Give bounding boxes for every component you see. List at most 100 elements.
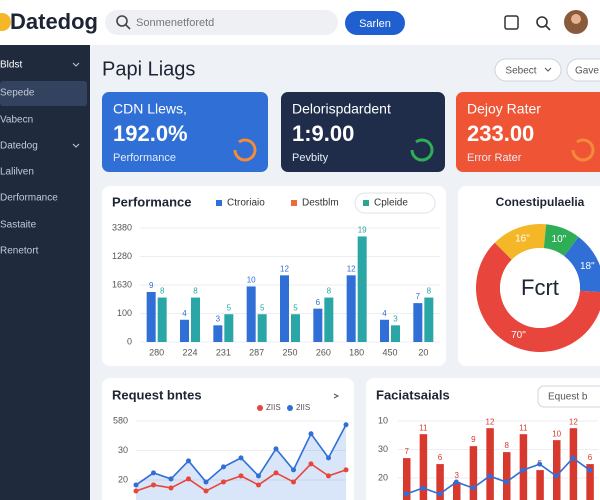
panel-title: Faciatsaials (376, 387, 450, 402)
save-button[interactable] (566, 58, 600, 82)
sidebar-item[interactable]: Renetort (0, 246, 39, 257)
legend-swatch (291, 200, 297, 206)
point (326, 473, 331, 479)
search-icon-top-handle (545, 25, 551, 31)
bar-value-label: 12 (569, 417, 578, 426)
point (186, 476, 191, 482)
point (308, 461, 314, 467)
search-icon (116, 15, 128, 27)
point (520, 467, 526, 473)
kpi-icon (410, 138, 434, 162)
y-axis-label: 100 (117, 308, 132, 318)
search-box[interactable] (105, 10, 338, 35)
point (291, 479, 296, 485)
point (168, 476, 174, 482)
bar (391, 325, 400, 342)
point (203, 488, 209, 494)
point (470, 485, 476, 491)
bar-value-label: 5 (260, 303, 265, 312)
donut-segment (476, 242, 600, 352)
bar (469, 446, 478, 500)
kpi-icon (571, 138, 595, 162)
point (273, 470, 279, 476)
point (151, 482, 156, 488)
donut-segment (543, 224, 579, 257)
point (221, 479, 226, 485)
bar-value-label: 3 (393, 314, 398, 323)
bar (536, 470, 544, 500)
sidebar-item[interactable]: Datedog (0, 141, 38, 152)
bar (519, 434, 528, 500)
point (308, 431, 314, 437)
point (503, 479, 509, 485)
search-icon-top[interactable] (536, 16, 548, 28)
bar (553, 440, 561, 500)
bar-value-label: 8 (427, 287, 432, 296)
sidebar-item[interactable]: Lalilven (0, 167, 34, 178)
sidebar-item[interactable]: Vabecn (0, 115, 33, 126)
bar-value-label: 7 (404, 447, 409, 456)
bar (357, 236, 367, 342)
bar-value-label: 8 (160, 287, 165, 296)
point (133, 488, 139, 494)
sidebar-item[interactable]: Bldst (0, 60, 22, 71)
bar (346, 275, 356, 342)
bar (291, 314, 300, 342)
bar (157, 297, 167, 342)
legend-label[interactable]: Destblm (302, 198, 339, 209)
x-axis-label: 180 (349, 347, 364, 357)
kpi-label: Delorispdardent (292, 101, 391, 117)
legend-label[interactable]: Ctroriaio (227, 198, 265, 209)
bar-value-label: 12 (486, 417, 495, 426)
kpi-icon (233, 138, 257, 162)
bar (246, 286, 256, 342)
y-axis-label: 30 (378, 444, 388, 454)
legend-label[interactable]: Cpleide (374, 198, 408, 209)
sidebar-item[interactable]: Sastaite (0, 220, 37, 231)
bar-value-label: 5 (293, 303, 298, 312)
bar (257, 314, 267, 342)
sidebar-item[interactable]: Sepede (0, 88, 35, 99)
select-button[interactable] (494, 58, 562, 82)
bar (436, 464, 444, 500)
bar (280, 275, 289, 342)
bar (191, 297, 200, 342)
kpi-caption: Performance (113, 152, 176, 164)
legend-label[interactable]: ZIIS (266, 403, 281, 412)
legend-label[interactable]: 2IIS (296, 403, 310, 412)
y-axis-label: 20 (378, 472, 388, 482)
y-axis-label: 30 (118, 445, 128, 455)
bar-value-label: 7 (416, 292, 421, 301)
legend-swatch (216, 200, 222, 206)
sidebar-chevron (72, 62, 80, 67)
search-button[interactable] (345, 11, 405, 35)
logo-icon (0, 13, 11, 31)
point (437, 491, 443, 497)
point (403, 491, 409, 497)
bar (413, 303, 423, 342)
panel-title: Performance (112, 194, 191, 209)
kpi-caption: Error Rater (467, 152, 522, 164)
donut-label: 18" (580, 261, 595, 272)
donut-segment (494, 224, 547, 260)
chevron (544, 67, 552, 72)
bar (569, 428, 578, 500)
sidebar-item[interactable]: Derformance (0, 193, 58, 204)
bar-value-label: 12 (280, 264, 289, 273)
point (553, 473, 559, 479)
bar (486, 428, 494, 500)
kpi-label: CDN Llews, (113, 101, 187, 117)
bar-value-label: 5 (227, 303, 232, 312)
page-title: Papi Liags (102, 58, 195, 80)
notes-icon[interactable] (504, 15, 519, 30)
legend-chip (354, 192, 436, 214)
point (238, 473, 244, 479)
donut-label: 10" (552, 234, 567, 245)
bar (403, 458, 411, 500)
bar (424, 297, 434, 342)
facts-button-label: Equest b (548, 392, 588, 403)
bar (586, 464, 594, 500)
facts-button[interactable] (537, 385, 600, 408)
bar (213, 325, 223, 342)
